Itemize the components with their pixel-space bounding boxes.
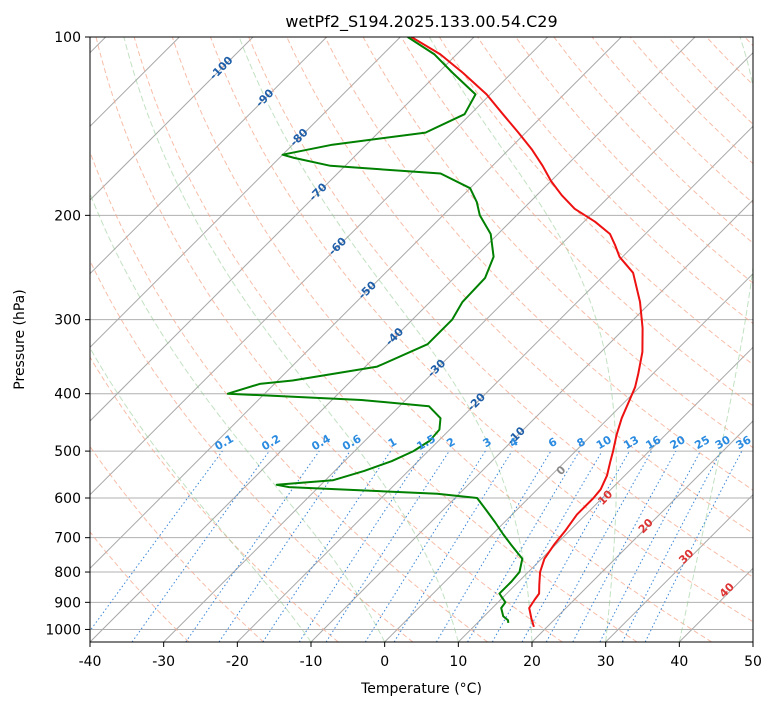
isotherm-line xyxy=(90,37,549,496)
dry-adiabat-line xyxy=(95,37,563,642)
mixing-ratio-line xyxy=(435,450,552,642)
isotherm-line xyxy=(90,37,254,201)
y-tick-label: 200 xyxy=(54,208,81,224)
x-tick-label: 50 xyxy=(744,654,762,670)
mixing-ratio-line xyxy=(545,450,653,642)
y-tick-label: 600 xyxy=(54,491,81,507)
isotherm-line xyxy=(90,37,328,275)
y-tick-label: 700 xyxy=(54,531,81,547)
moist-adiabat-line xyxy=(238,37,533,642)
dewpoint-profile xyxy=(226,37,524,624)
y-tick-label: 1000 xyxy=(45,622,81,638)
dry-adiabat-line xyxy=(286,37,753,534)
mixing-ratio-line xyxy=(185,450,320,642)
isotherm-line xyxy=(90,37,696,642)
dry-adiabat-line xyxy=(90,150,488,642)
isotherm-line xyxy=(90,37,401,349)
moist-adiabat-line xyxy=(123,37,459,642)
x-tick-label: -30 xyxy=(152,654,175,670)
x-axis-label: Temperature (°C) xyxy=(360,681,482,697)
dry-adiabat-line xyxy=(171,37,712,642)
mixing-ratio-line xyxy=(491,450,603,642)
sounding-profiles xyxy=(226,37,644,628)
isotherm-line xyxy=(90,37,622,570)
y-axis-label: Pressure (hPa) xyxy=(12,289,28,389)
dry-adiabat-line xyxy=(438,37,753,366)
isotherm-line xyxy=(531,420,753,642)
mixing-ratio-line xyxy=(131,450,270,642)
y-tick-label: 400 xyxy=(54,387,81,403)
y-tick-label: 900 xyxy=(54,595,81,611)
y-tick-label: 800 xyxy=(54,565,81,581)
isotherm-line xyxy=(163,51,753,642)
dry-adiabat-line xyxy=(210,37,753,623)
axis-ticks: -40 -30 -20 -10 0 10 20 30 40 50 1000 900 800 700 600 5… xyxy=(45,30,762,670)
moist-adiabat-line xyxy=(90,347,312,642)
mixing-ratio-line xyxy=(467,450,580,642)
x-tick-label: -10 xyxy=(300,654,323,670)
dry-adiabat-line xyxy=(90,531,190,642)
moist-adiabat-line xyxy=(90,192,386,642)
mixing-ratio-line xyxy=(572,450,677,642)
dry-adiabat-line xyxy=(591,37,753,204)
y-tick-label: 300 xyxy=(54,313,81,329)
dry-adiabat-line xyxy=(400,37,753,407)
dry-adiabat-line xyxy=(553,37,753,244)
dry-adiabat-line xyxy=(248,37,753,578)
dry-adiabat-line xyxy=(133,37,638,642)
x-tick-label: 20 xyxy=(523,654,541,670)
isotherm-line xyxy=(236,125,753,642)
mixing-ratio-line xyxy=(393,450,513,642)
chart-title: wetPf2_S194.2025.133.00.54.C29 xyxy=(285,12,557,32)
dry-adiabat-line xyxy=(477,37,753,325)
moist-adiabat-line xyxy=(428,37,617,642)
x-tick-label: 10 xyxy=(449,654,467,670)
dry-adiabat-line xyxy=(362,37,753,449)
y-tick-label: 500 xyxy=(54,444,81,460)
moist-adiabat-line xyxy=(678,37,753,642)
mixing-ratio-line xyxy=(364,450,486,642)
x-tick-label: -20 xyxy=(226,654,249,670)
x-tick-label: 40 xyxy=(670,654,688,670)
dry-adiabat-line xyxy=(90,259,414,642)
x-tick-label: 30 xyxy=(597,654,615,670)
y-tick-label: 100 xyxy=(54,30,81,46)
x-tick-label: -40 xyxy=(79,654,102,670)
isotherm-line xyxy=(457,346,753,642)
mixing-ratio-line xyxy=(218,450,351,642)
x-tick-label: 0 xyxy=(380,654,389,670)
isotherm-line xyxy=(605,493,753,642)
background-lines xyxy=(90,37,753,642)
mixing-ratio-line xyxy=(521,450,630,642)
temperature-profile xyxy=(410,37,644,628)
mixing-ratio-line xyxy=(90,450,223,632)
mixing-ratio-line xyxy=(325,450,450,642)
isotherm-line xyxy=(90,37,475,422)
isotherm-line xyxy=(384,272,753,642)
plot-frame xyxy=(89,36,754,643)
